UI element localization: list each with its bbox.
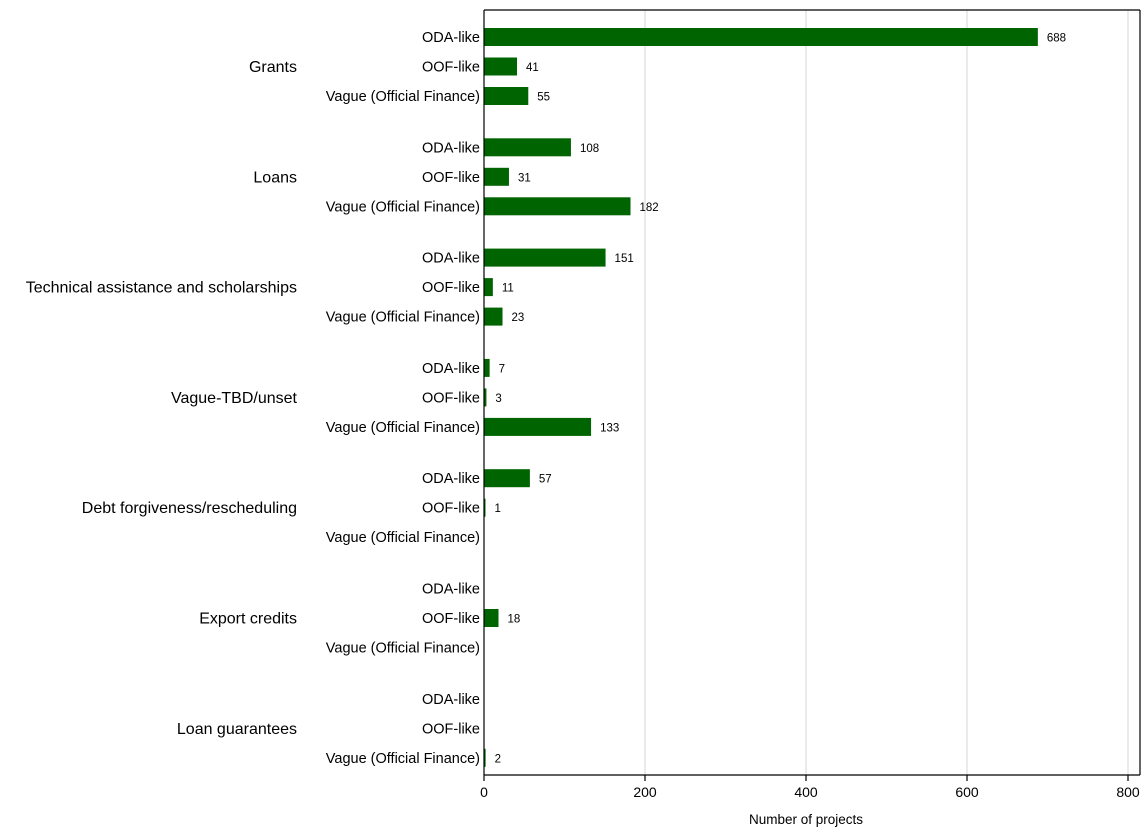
subcategory-label: ODA-like [422,30,480,46]
value-label: 151 [615,253,634,265]
value-label: 41 [526,62,539,74]
subcategory-label: ODA-like [422,140,480,156]
value-label: 133 [600,422,619,434]
value-label: 108 [580,143,599,155]
subcategory-label: Vague (Official Finance) [326,420,480,436]
subcategory-label: OOF-like [422,501,480,517]
subcategory-label: OOF-like [422,611,480,627]
x-axis-title: Number of projects [749,812,863,827]
subcategory-label: Vague (Official Finance) [326,530,480,546]
subcategory-label: ODA-like [422,582,480,598]
value-label: 31 [518,172,531,184]
bar [484,278,493,297]
bar [484,57,518,76]
subcategory-label: OOF-like [422,721,480,737]
subcategory-label: Vague (Official Finance) [326,751,480,767]
bars [484,28,1038,767]
value-label: 57 [539,474,552,486]
value-label: 3 [495,393,501,405]
group-label: Loans [253,169,297,186]
value-label: 11 [502,283,514,295]
value-label: 23 [512,312,525,324]
bar [484,388,487,407]
bar [484,358,490,377]
bar [484,248,606,267]
subcategory-label: ODA-like [422,471,480,487]
x-ticks: 0 200 400 600 800 [480,775,1140,800]
bar [484,138,571,157]
value-label: 55 [537,92,550,104]
group-label: Loan guarantees [177,721,297,738]
bar [484,498,486,517]
subcategory-label: ODA-like [422,251,480,267]
bar [484,28,1038,46]
bar [484,307,503,326]
x-tick-label: 0 [480,784,488,800]
x-tick-label: 800 [1116,784,1140,800]
axes [483,9,1141,776]
subcategory-label: OOF-like [422,170,480,186]
subcategory-label: Vague (Official Finance) [326,89,480,105]
group-label: Technical assistance and scholarships [26,280,297,297]
value-label: 2 [495,753,501,765]
group-label: Export credits [199,611,297,628]
bar [484,609,499,627]
bar [484,469,530,488]
x-tick-label: 600 [955,784,979,800]
value-label: 7 [499,363,505,375]
x-tick-label: 200 [633,784,657,800]
subcategory-label: ODA-like [422,692,480,708]
value-label: 18 [507,614,520,626]
x-tick-label: 400 [794,784,818,800]
subcategory-label: ODA-like [422,361,480,377]
subcategory-label: Vague (Official Finance) [326,641,480,657]
bar [484,748,486,767]
gridlines [644,10,1129,775]
group-labels: Grants Loans Technical assistance and scho… [26,59,298,738]
group-label: Grants [249,59,297,76]
subcategory-label: Vague (Official Finance) [326,310,480,326]
subcategory-label: OOF-like [422,60,480,76]
value-label: 182 [640,202,659,214]
subcategory-label: OOF-like [422,390,480,406]
subcategory-label: OOF-like [422,280,480,296]
bar [484,87,529,105]
value-label: 1 [495,503,501,515]
value-label: 688 [1047,33,1066,45]
group-label: Vague-TBD/unset [171,390,298,407]
bar [484,197,631,216]
group-label: Debt forgiveness/rescheduling [82,500,297,517]
bar [484,417,592,436]
subcategory-labels: ODA-like OOF-like Vague (Official Finance)… [326,30,480,767]
subcategory-label: Vague (Official Finance) [326,199,480,215]
bar [484,167,509,186]
